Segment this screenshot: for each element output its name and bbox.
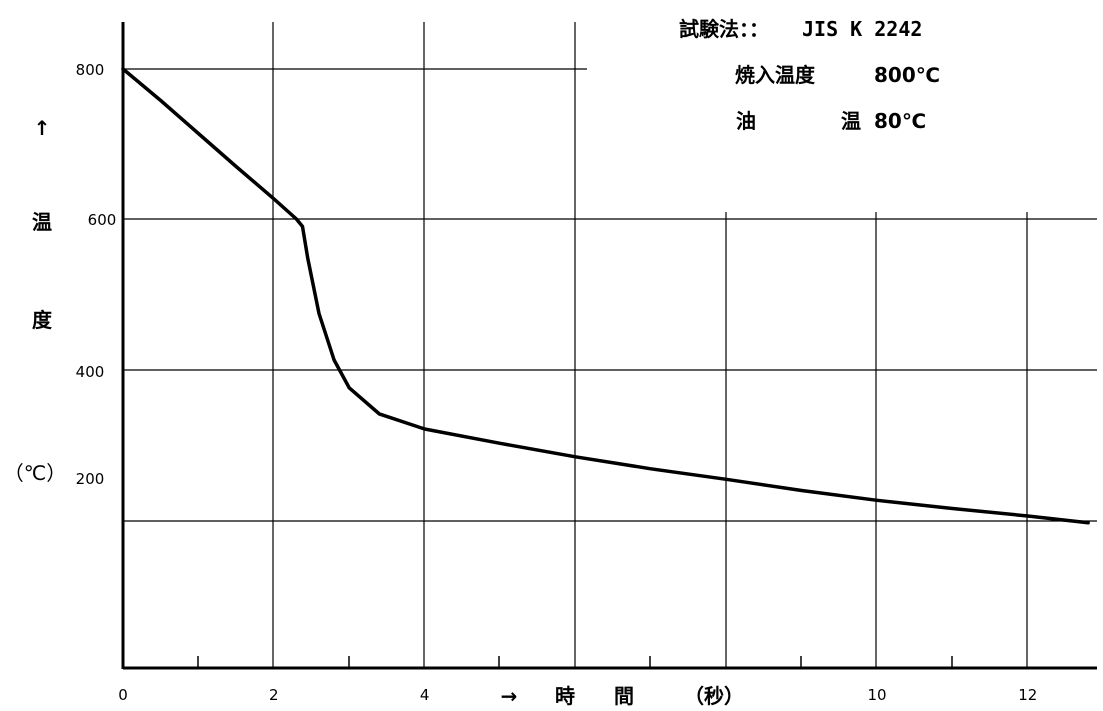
x-tick-label: 0	[118, 686, 128, 704]
annotation-oil-value: 80℃	[874, 109, 926, 133]
annotation-quench-label: 焼入温度	[735, 63, 816, 87]
annotation-quench-value: 800℃	[874, 63, 940, 87]
tick-labels: 0 2 4 10 12 800 400 200	[76, 61, 1038, 704]
grid	[123, 22, 1097, 668]
y-tick-label: 800	[76, 61, 105, 79]
annotation-oil-label-1: 油	[736, 109, 756, 133]
x-tick-label: 2	[269, 686, 279, 704]
x-tick-label: 12	[1018, 686, 1037, 704]
y-axis-label-temp2: 度	[32, 308, 53, 332]
x-axis-arrow: →	[501, 684, 518, 708]
annotation-method-label: 試験法：：	[679, 17, 769, 41]
x-axis-label-unit: （秒）	[684, 684, 744, 708]
y-tick-label: 200	[76, 470, 105, 488]
annotation-oil-label-2: 温	[841, 109, 861, 133]
x-axis-label-time: 時	[555, 684, 575, 708]
x-tick-label: 4	[420, 686, 430, 704]
y-axis-label-temp1: 温	[32, 210, 52, 234]
y-axis-label-unit: （℃）	[4, 461, 66, 485]
y-axis-arrow: ↑	[34, 116, 51, 140]
x-tick-label: 10	[867, 686, 886, 704]
series-line	[121, 67, 1090, 525]
annotation-method-value: JIS K 2242	[802, 17, 922, 41]
y-tick-label-600: 600	[88, 211, 117, 229]
x-axis-label-interval: 間	[614, 684, 634, 708]
axes	[121, 22, 1097, 670]
y-tick-label: 400	[76, 363, 105, 381]
x-minor-ticks	[197, 656, 953, 668]
